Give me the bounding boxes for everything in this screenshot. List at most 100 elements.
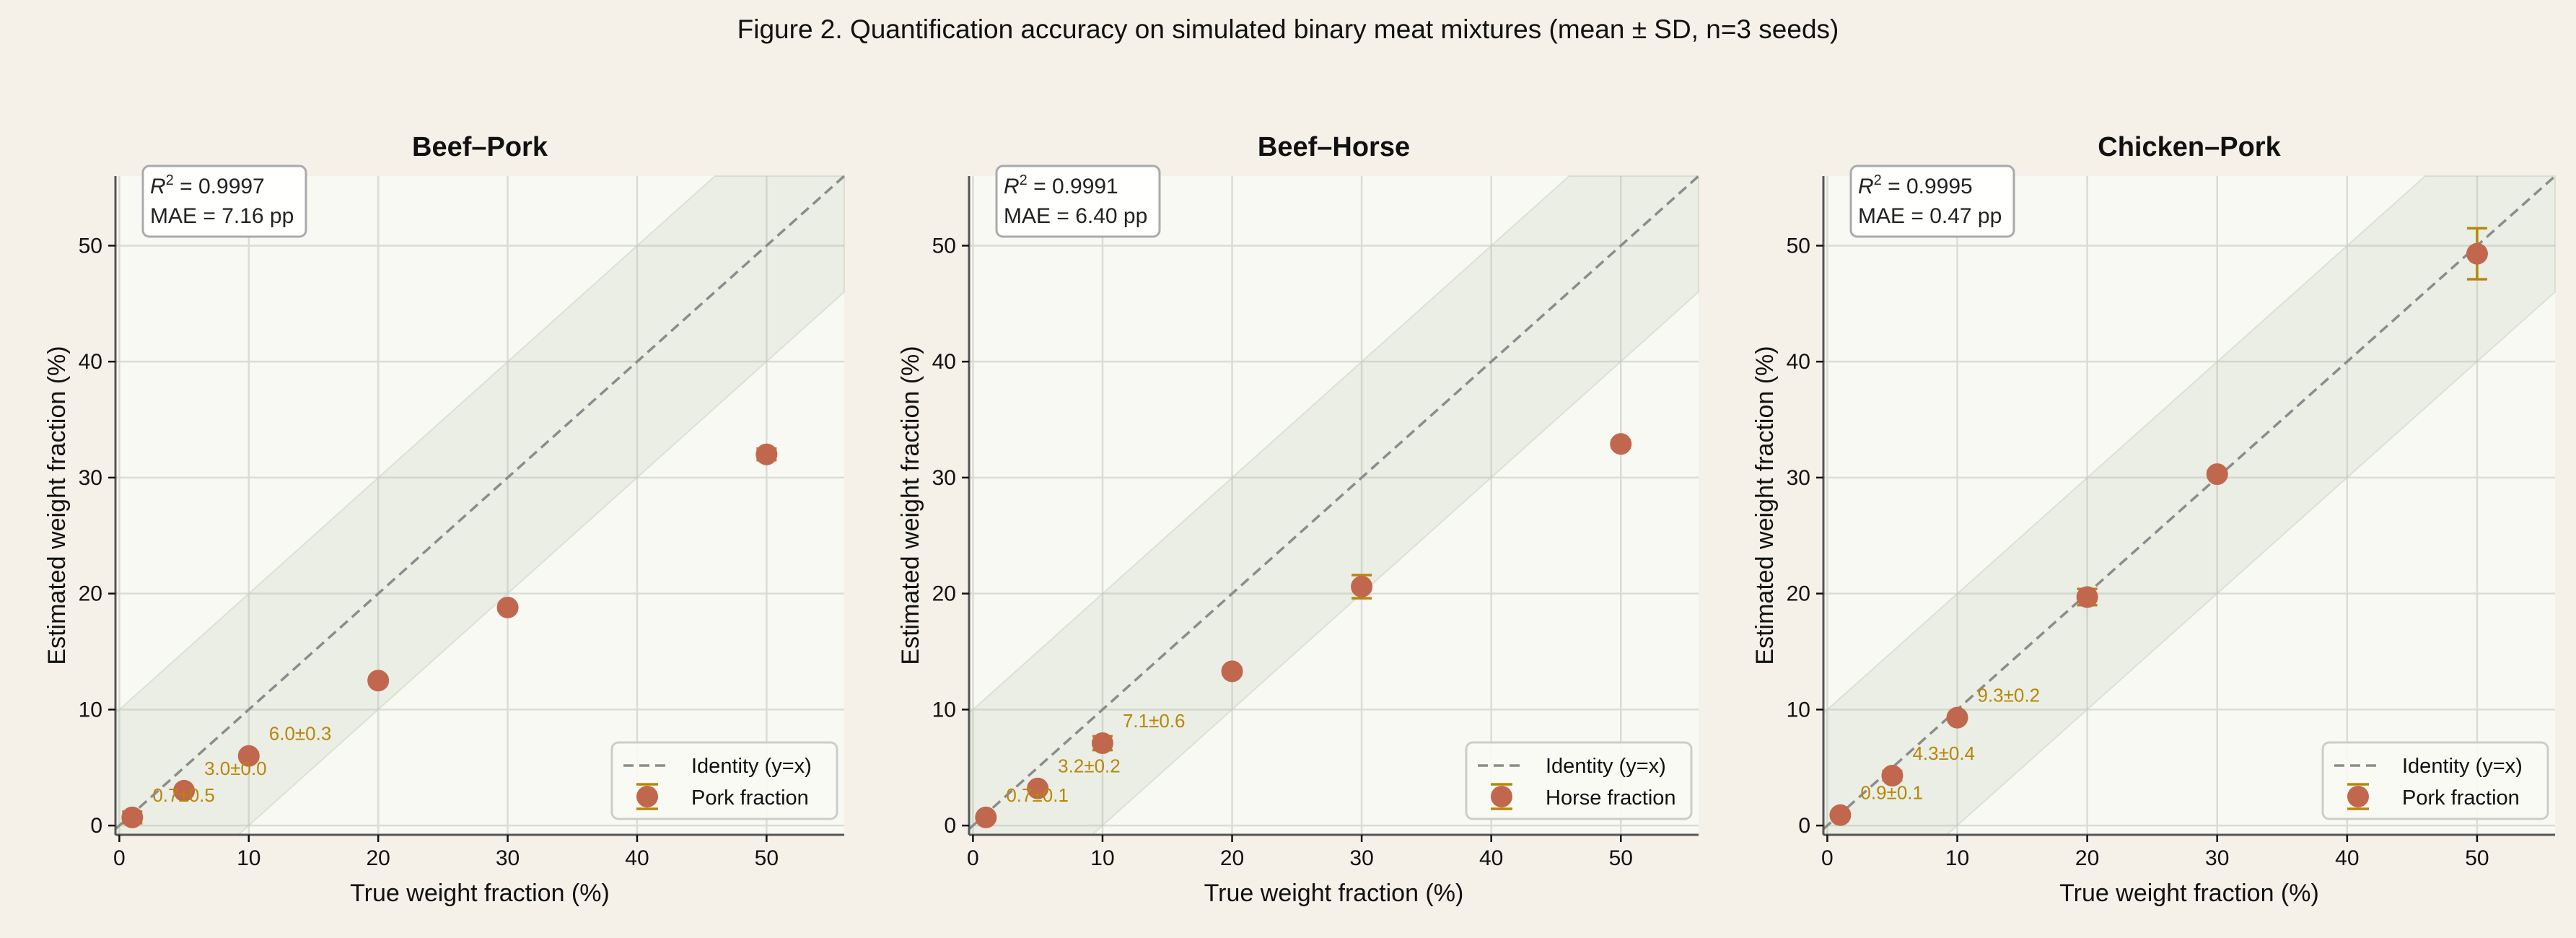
point-annotation: 9.3±0.2 — [1978, 685, 2041, 706]
data-point — [975, 806, 997, 828]
data-point — [1610, 433, 1632, 455]
figure-title: Figure 2. Quantification accuracy on sim… — [737, 14, 1839, 44]
data-point — [1221, 660, 1243, 683]
data-point — [1881, 765, 1903, 787]
legend: Identity (y=x) Pork fraction — [2321, 741, 2549, 820]
y-tick-label: 30 — [1787, 466, 1810, 490]
legend-series-label: Pork fraction — [2402, 786, 2520, 810]
stats-box-frame — [141, 165, 307, 238]
legend-identity-label: Identity (y=x) — [1546, 755, 1666, 778]
x-tick-label: 40 — [1479, 846, 1503, 870]
x-tick-label: 50 — [1609, 846, 1633, 870]
point-marker — [2466, 242, 2488, 265]
y-tick-label: 40 — [932, 350, 956, 374]
y-tick-label: 0 — [944, 814, 956, 838]
data-point — [2206, 463, 2228, 486]
data-point — [237, 745, 260, 767]
plot-content: 0.9±0.1 4.3±0.4 9.3±0.2 — [1822, 175, 2557, 836]
x-tick-label: 30 — [2205, 846, 2229, 870]
point-marker — [237, 745, 260, 767]
y-tick-label: 10 — [79, 698, 102, 722]
y-tick-label: 10 — [932, 698, 956, 722]
plot-content: 0.7±0.5 3.0±0.06.0±0.3 — [114, 175, 846, 836]
y-tick-label: 20 — [1787, 582, 1810, 606]
data-point — [121, 806, 144, 828]
x-tick-label: 20 — [1220, 846, 1244, 870]
y-tick-label: 10 — [1787, 698, 1810, 722]
x-axis-label: True weight fraction (%) — [1204, 880, 1464, 907]
y-tick-label: 20 — [932, 582, 956, 606]
point-marker — [367, 670, 390, 692]
mae-text: MAE = 6.40 pp — [1004, 204, 1147, 228]
y-axis-label: Estimated weight fraction (%) — [43, 346, 71, 665]
stats-box: R2 = 0.9997 MAE = 7.16 pp — [141, 165, 307, 238]
y-tick-label: 50 — [79, 234, 102, 258]
data-point — [1091, 732, 1113, 755]
point-annotation: 7.1±0.6 — [1123, 710, 1186, 732]
x-tick-label: 50 — [755, 846, 779, 870]
y-tick-label: 0 — [90, 814, 102, 838]
point-annotation: 3.0±0.0 — [204, 758, 267, 779]
x-tick-label: 0 — [113, 846, 126, 870]
mae-text: MAE = 0.47 pp — [1858, 204, 2002, 228]
y-tick-label: 40 — [79, 350, 102, 374]
y-tick-label: 50 — [1787, 234, 1810, 258]
panel-title: Beef–Pork — [412, 132, 548, 162]
panel-1: 0.7±0.5 3.0±0.06.0±0.3 0 10 20 30 40 50 0 10 20 30 4… — [43, 132, 846, 907]
x-tick-label: 0 — [967, 846, 979, 870]
identity-line — [1822, 175, 2557, 830]
legend-series-marker — [2347, 786, 2369, 807]
stats-box-frame — [995, 165, 1161, 238]
x-tick-label: 40 — [625, 846, 649, 870]
point-marker — [496, 596, 519, 618]
y-axis-label: Estimated weight fraction (%) — [1751, 346, 1779, 665]
data-point — [1027, 777, 1049, 799]
stats-box-frame — [1849, 165, 2015, 238]
point-annotation: 4.3±0.4 — [1912, 742, 1975, 764]
legend-series-marker — [636, 786, 658, 807]
panel-3: 0.9±0.1 4.3±0.4 9.3±0.2 0 10 20 30 40 50 0 10 20 30 4… — [1751, 132, 2557, 907]
panel-title: Chicken–Pork — [2098, 132, 2281, 162]
stats-box: R2 = 0.9991 MAE = 6.40 pp — [995, 165, 1161, 238]
x-tick-label: 10 — [1090, 846, 1114, 870]
legend-series-label: Pork fraction — [691, 786, 809, 810]
data-point — [755, 443, 778, 465]
y-tick-label: 50 — [932, 234, 956, 258]
y-axis-label: Estimated weight fraction (%) — [897, 346, 924, 665]
legend-series-label: Horse fraction — [1546, 786, 1676, 810]
point-marker — [1091, 732, 1113, 755]
data-point — [1351, 574, 1373, 600]
plot-content: 0.7±0.1 3.2±0.2 7.1±0.6 — [968, 175, 1700, 836]
point-marker — [173, 779, 196, 802]
legend-identity-label: Identity (y=x) — [2402, 755, 2523, 778]
point-marker — [755, 443, 778, 465]
y-tick-label: 30 — [79, 466, 102, 490]
point-marker — [975, 806, 997, 828]
point-marker — [1351, 576, 1373, 598]
point-marker — [1829, 804, 1852, 826]
identity-line — [968, 175, 1700, 830]
panel-title: Beef–Horse — [1258, 132, 1410, 162]
panel-2: 0.7±0.1 3.2±0.2 7.1±0.6 0 10 20 30 40 50 0 10 20 30 4… — [897, 132, 1700, 907]
r2-text: R2 = 0.9995 — [1858, 172, 1973, 198]
point-marker — [1221, 660, 1243, 683]
data-point — [2466, 227, 2488, 281]
data-point — [496, 596, 519, 618]
y-tick-label: 20 — [79, 582, 102, 606]
x-axis-label: True weight fraction (%) — [350, 880, 610, 907]
legend-frame — [610, 741, 838, 820]
x-tick-label: 40 — [2335, 846, 2359, 870]
point-annotation: 0.7±0.1 — [1006, 784, 1069, 806]
x-tick-label: 50 — [2465, 846, 2489, 870]
data-point — [1829, 804, 1852, 826]
r2-text: R2 = 0.9997 — [150, 172, 265, 198]
legend-frame — [2321, 741, 2549, 820]
x-tick-label: 10 — [1945, 846, 1969, 870]
legend-identity-label: Identity (y=x) — [691, 755, 812, 778]
legend-frame — [1465, 741, 1693, 820]
x-tick-label: 30 — [496, 846, 520, 870]
point-marker — [1881, 765, 1903, 787]
stats-box: R2 = 0.9995 MAE = 0.47 pp — [1849, 165, 2015, 238]
point-marker — [2076, 586, 2098, 608]
data-point — [367, 670, 390, 692]
